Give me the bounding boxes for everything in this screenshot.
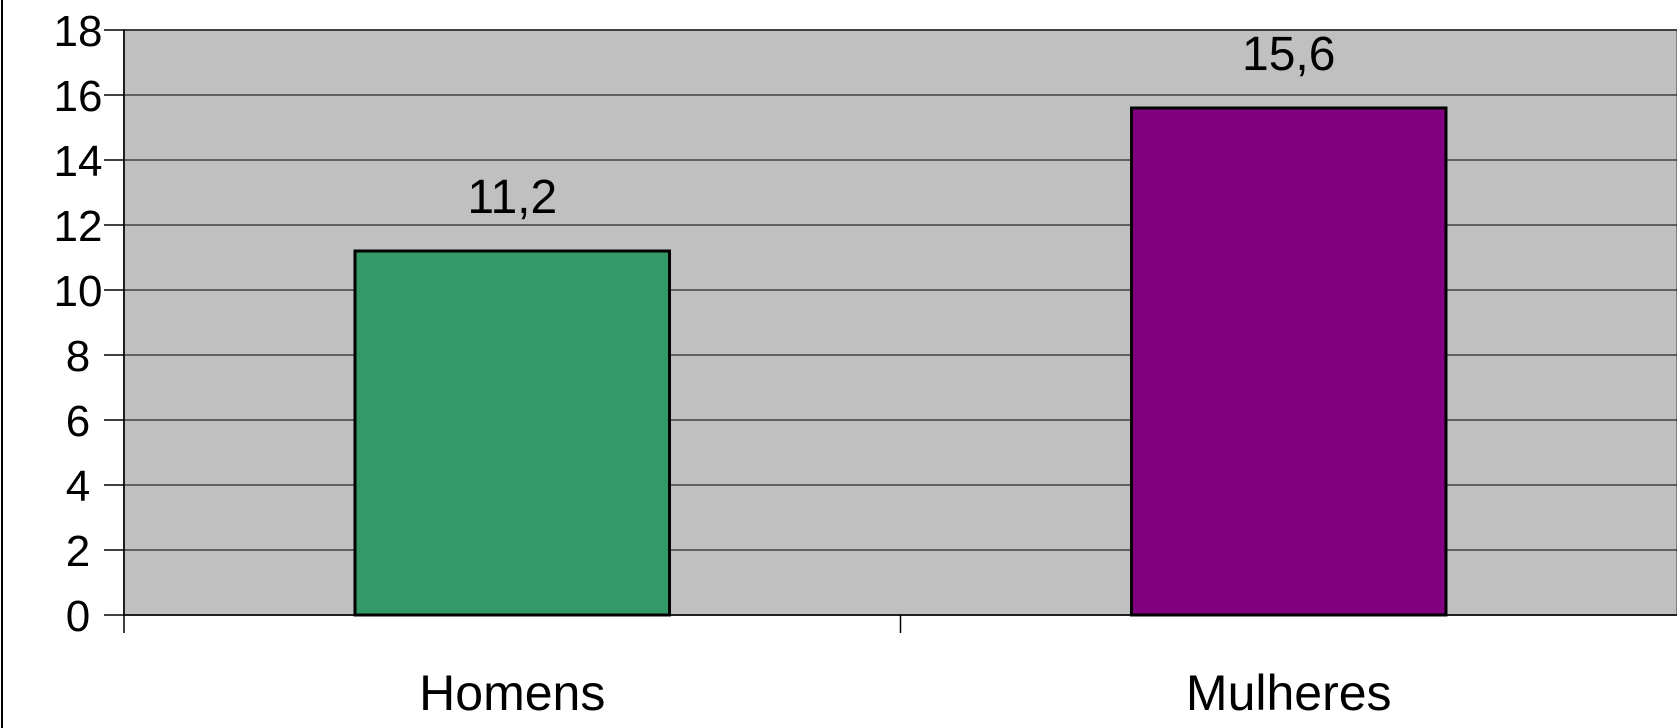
bar-mulheres <box>1130 106 1448 617</box>
data-label: 11,2 <box>467 171 557 224</box>
data-label: 15,6 <box>1242 28 1335 81</box>
y-tick-label: 12 <box>54 202 103 251</box>
y-tick-label: 10 <box>54 267 103 316</box>
y-tick-label: 2 <box>66 527 90 576</box>
bar-homens <box>353 249 671 617</box>
x-tick-label: Homens <box>419 665 605 721</box>
y-tick-label: 16 <box>54 72 103 121</box>
y-tick-label: 18 <box>54 7 103 56</box>
x-axis: Homens Mulheres <box>123 614 1677 721</box>
y-tick-label: 6 <box>66 397 90 446</box>
x-tick-label: Mulheres <box>1186 665 1392 721</box>
bars: 11,2 15,6 <box>353 28 1448 617</box>
y-tick-label: 4 <box>66 462 90 511</box>
y-tick-label: 14 <box>54 137 103 186</box>
y-tick-label: 0 <box>66 592 90 641</box>
y-axis: 0 2 4 6 8 10 12 14 16 18 <box>54 7 125 641</box>
y-tick-label: 8 <box>66 332 90 381</box>
